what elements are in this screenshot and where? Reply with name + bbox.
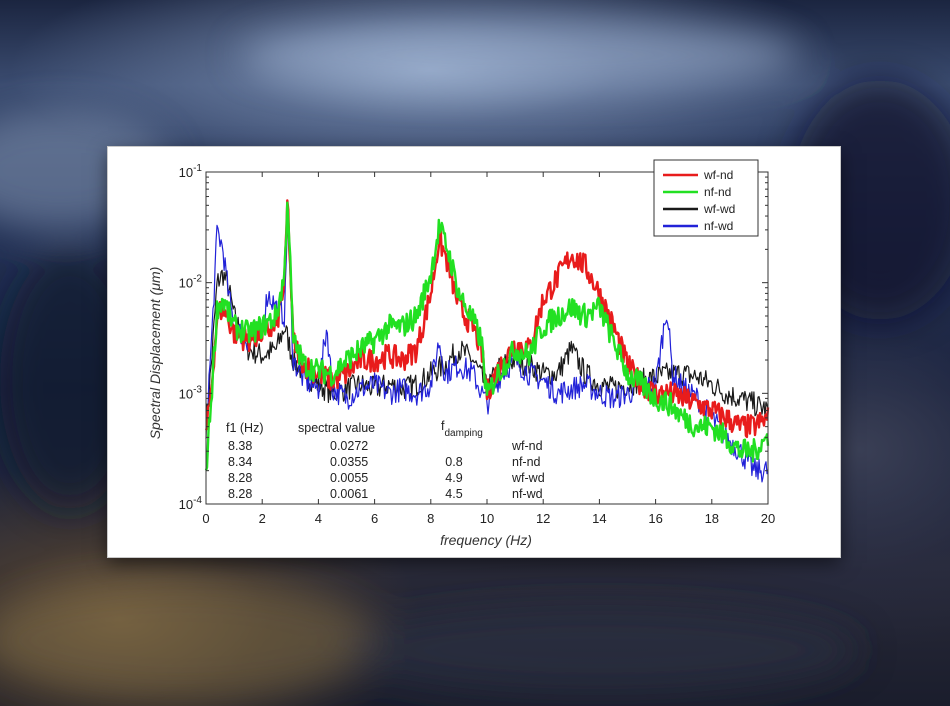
- table-header-damping-sub: damping: [444, 428, 482, 439]
- x-tick-label: 0: [202, 511, 209, 526]
- table-cell: 8.28: [228, 487, 252, 501]
- y-axis-label: Spectral Displacement (μm): [147, 267, 163, 440]
- series-line-nf-wd: [205, 224, 769, 483]
- table-header-damping: fdamping: [441, 419, 483, 439]
- x-tick-label: 18: [705, 511, 719, 526]
- table-cell: wf-nd: [511, 439, 543, 453]
- legend-label-wf-nd: wf-nd: [703, 168, 733, 182]
- legend: wf-nd nf-nd wf-wd nf-wd: [653, 159, 759, 237]
- legend-label-nf-wd: nf-wd: [704, 219, 733, 233]
- table-header-f1: f1 (Hz): [226, 421, 264, 435]
- x-tick-label: 12: [536, 511, 550, 526]
- x-tick-label: 16: [648, 511, 662, 526]
- table-header-f: f: [441, 419, 445, 433]
- table-cell: wf-wd: [511, 471, 545, 485]
- x-tick-label: 4: [315, 511, 322, 526]
- x-tick-label: 10: [480, 511, 494, 526]
- table-cell: 0.0272: [330, 439, 368, 453]
- table-cell: 4.5: [445, 487, 462, 501]
- y-tick-label: 10-2: [179, 274, 203, 291]
- table-header-spectral: spectral value: [298, 421, 375, 435]
- table-cell: 8.38: [228, 439, 252, 453]
- x-tick-label: 2: [259, 511, 266, 526]
- legend-label-wf-wd: wf-wd: [703, 202, 735, 216]
- y-tick-label: 10-4: [179, 495, 203, 512]
- results-table: f1 (Hz) spectral value fdamping 8.38 0.02…: [226, 419, 545, 501]
- table-cell: nf-nd: [512, 455, 541, 469]
- table-cell: nf-wd: [512, 487, 543, 501]
- chart-panel: 0 2 4 6 8 10 12 14 16 18 20 10-1 10-2 10-3 10-4 frequ…: [108, 147, 840, 557]
- y-tick-label: 10-3: [179, 384, 203, 401]
- series-layer: [204, 199, 770, 483]
- series-line-nf-nd: [204, 201, 770, 471]
- x-axis-label: frequency (Hz): [440, 532, 532, 548]
- table-cell: 0.0061: [330, 487, 368, 501]
- table-cell: 8.28: [228, 471, 252, 485]
- y-tick-label: 10-1: [179, 163, 203, 180]
- x-tick-label: 20: [761, 511, 775, 526]
- table-cell: 4.9: [445, 471, 462, 485]
- table-cell: 0.0055: [330, 471, 368, 485]
- x-tick-label: 6: [371, 511, 378, 526]
- y-axis: 10-1 10-2 10-3 10-4: [179, 163, 768, 512]
- x-tick-label: 8: [427, 511, 434, 526]
- table-cell: 0.8: [445, 455, 462, 469]
- legend-box: [653, 159, 759, 237]
- legend-label-nf-nd: nf-nd: [704, 185, 731, 199]
- x-tick-label: 14: [592, 511, 606, 526]
- table-cell: 0.0355: [330, 455, 368, 469]
- spectral-chart: 0 2 4 6 8 10 12 14 16 18 20 10-1 10-2 10-3 10-4 frequ…: [147, 159, 775, 548]
- table-cell: 8.34: [228, 455, 252, 469]
